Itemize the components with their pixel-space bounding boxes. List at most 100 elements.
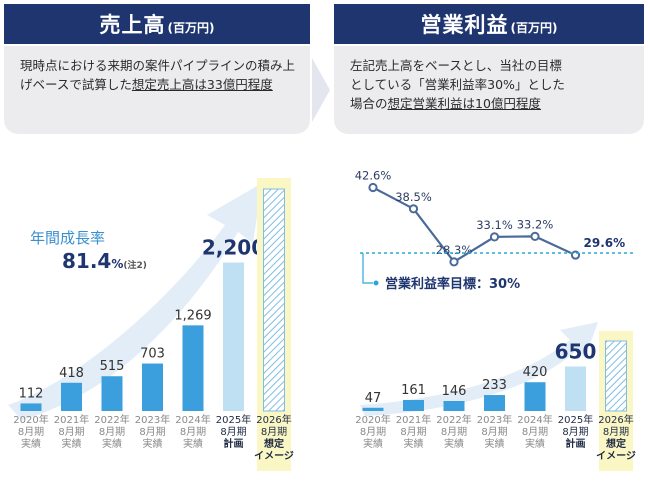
target-leader-line [362,253,373,284]
sales-category-label: 8月期 [220,426,246,438]
profit-value-label: 420 [523,365,548,380]
sales-category-label: 8月期 [139,426,165,438]
growth-label: 年間成長率 [30,229,105,247]
sales-bar [61,382,82,411]
sales-value-label: 515 [100,359,125,374]
profit-category-label: 2023年 [477,413,512,426]
profit-category-label: 8月期 [441,426,467,438]
profit-description-line3: 場合の想定営業利益は10億円程度 [350,94,630,113]
sales-category-label: 計画 [224,437,244,450]
sales-bar [101,376,123,411]
profit-category-label: 8月期 [481,426,507,438]
sales-value-label: 2,200 [202,236,265,260]
profit-value-label: 161 [401,383,426,398]
sales-growth-arrow [8,183,262,420]
sales-category-label: 実績 [102,437,122,450]
target-label: 営業利益率目標：30% [385,276,520,292]
margin-value-label: 29.6% [584,236,626,250]
profit-title: 営業利益 [420,13,509,37]
margin-line-chart: 42.6%38.5% 28.3%33.1% 33.2% 29.6% [355,168,626,267]
sales-category-label: 8月期 [18,426,44,438]
profit-bar [605,340,627,412]
profit-unit: (百万円) [510,20,558,35]
profit-bar [524,382,546,411]
profit-bar [362,407,384,411]
profit-category-label: 8月期 [562,426,588,438]
sales-bar [142,363,163,411]
margin-value-label: 42.6% [355,168,392,182]
profit-category-label: 2025年 [558,413,593,426]
sales-description-text: 現時点における来期の案件パイプラインの積み上げベースで試算した [20,58,296,92]
growth-percent: % [111,257,123,271]
profit-category-label: 想定 [605,437,626,450]
sales-category-label: 2025年 [216,413,251,426]
target-leader-dot [373,280,379,286]
sales-category-label: 8月期 [180,426,206,438]
sales-value-label: 112 [19,386,44,401]
margin-series-line [372,186,576,264]
profit-category-label: 実績 [444,437,464,450]
profit-category-label: 実績 [485,437,505,450]
profit-category-label: イメージ [596,450,636,462]
margin-point [530,231,540,241]
margin-point [489,232,500,242]
sales-description: 現時点における来期の案件パイプラインの積み上げベースで試算した想定売上高は33億… [4,46,310,134]
sales-bar [20,403,42,411]
chevron-right-icon [312,58,330,122]
sales-category-label: 8月期 [99,426,125,438]
margin-point [408,204,419,214]
profit-category-label: 実績 [525,437,545,450]
sales-unit: (百万円) [167,20,215,35]
profit-bar [565,366,586,411]
growth-note: (注2) [123,259,147,271]
profit-category-label: 8月期 [400,426,426,438]
profit-header: 営業利益 (百万円) [334,4,644,44]
margin-value-label: 33.1% [476,218,513,232]
sales-value-label: 703 [140,347,165,362]
sales-category-label: 8月期 [58,426,84,438]
profit-category-label: 8月期 [522,426,548,438]
growth-number: 81.4 [62,249,111,273]
margin-value-label: 33.2% [517,217,554,231]
profit-category-label: 2022年 [436,413,471,426]
profit-category-label: 2026年 [598,413,633,426]
sales-bar-chart: 1122020年8月期実績4182021年8月期実績5152022年8月期実績7… [13,178,294,471]
profit-category-label: 計画 [566,437,586,450]
sales-value-label: 1,269 [174,308,211,323]
profit-bar [484,395,505,411]
sales-bar [263,188,285,412]
profit-description: 左記売上高をベースとし、当社の目標 としている「営業利益率30%」とした 場合の… [334,46,644,134]
profit-description-pre: 場合の [350,96,388,111]
profit-value-label: 650 [555,339,597,363]
sales-category-label: 実績 [62,437,82,450]
sales-category-label: 2024年 [175,413,210,426]
sales-category-label: 実績 [183,437,203,450]
profit-category-label: 2024年 [517,413,552,426]
profit-bar [443,400,465,411]
sales-title: 売上高 [99,13,166,37]
profit-description-underlined: 想定営業利益は10億円程度 [387,96,541,111]
margin-value-label: 28.3% [436,243,473,257]
margin-value-label: 38.5% [395,190,432,204]
sales-bar [223,262,244,411]
sales-bar [182,325,204,411]
profit-growth-arrow [360,322,598,416]
profit-value-label: 146 [442,384,467,399]
sales-category-label: 実績 [143,437,163,450]
profit-description-line1: 左記売上高をベースとし、当社の目標 [350,58,562,73]
sales-category-label: 2021年 [54,413,89,426]
profit-bar-chart: 472020年8月期実績1612021年8月期実績1462022年8月期実績23… [355,331,636,471]
sales-category-label: 2020年 [13,413,48,426]
sales-category-label: 2023年 [135,413,170,426]
profit-category-label: 2021年 [396,413,431,426]
growth-value: 81.4%(注2) [62,249,147,273]
profit-category-label: 実績 [363,437,383,450]
sales-category-label: 想定 [263,437,284,450]
margin-point [368,182,378,193]
profit-bar [403,399,424,411]
profit-value-label: 233 [482,378,507,393]
sales-category-label: 8月期 [261,426,287,438]
sales-category-label: 実績 [21,437,41,450]
sales-category-label: イメージ [254,450,294,462]
